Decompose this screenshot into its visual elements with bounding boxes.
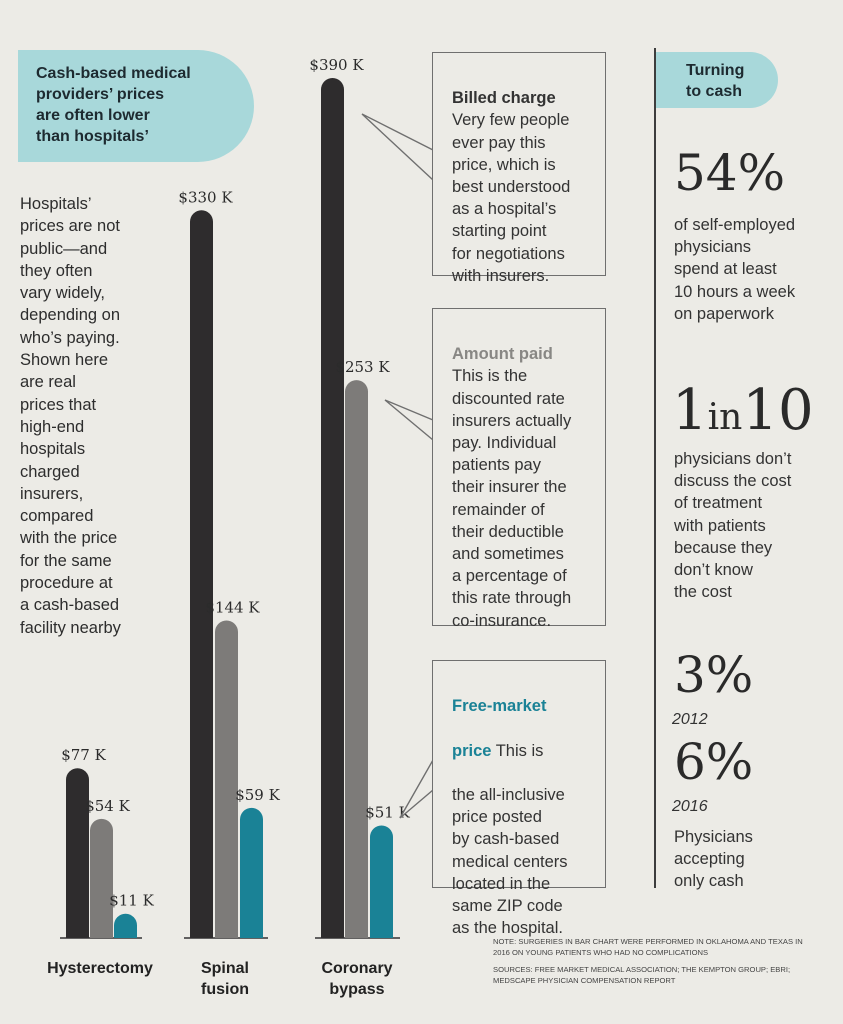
pointer-billed <box>361 113 434 181</box>
bar-amount-paid-2 <box>345 380 368 938</box>
stat-1-in-10-c: 10 <box>742 378 814 443</box>
bar-billed-charge-0 <box>66 768 89 938</box>
footnote-sources: Sources: Free Market Medical Association… <box>493 965 791 985</box>
value-label-0-2: $390 K <box>309 56 364 74</box>
value-label-2-2: $51 K <box>365 804 410 822</box>
callout-billed-head: Billed charge <box>452 89 556 108</box>
value-label-1-0: $54 K <box>85 797 130 815</box>
stat-1-in-10-a: 1 <box>672 378 708 443</box>
value-label-0-0: $77 K <box>61 746 106 764</box>
value-label-0-1: $330 K <box>178 188 233 206</box>
intro-text: Hospitals’ prices are not public—and the… <box>20 195 121 637</box>
bar-billed-charge-2 <box>321 78 344 938</box>
bar-free-market-price-0 <box>114 913 137 938</box>
callout-free-market-price: Free-market price This is the all-inclus… <box>432 660 606 937</box>
chart-title: Cash-based medical providers’ prices are… <box>18 50 254 162</box>
stat-1-in-10-text: physicians don’t discuss the cost of tre… <box>674 450 792 602</box>
category-label-hysterectomy: Hysterectomy <box>47 960 153 977</box>
stat-1-in-10-b: in <box>707 397 743 438</box>
callout-billed-body: Very few people ever pay this price, whi… <box>452 111 571 285</box>
bar-amount-paid-0 <box>90 818 113 938</box>
value-label-1-2: $253 K <box>335 358 390 376</box>
stat-54-text: of self-employed physicians spend at lea… <box>674 216 796 323</box>
stat-3-percent: 3% <box>674 646 754 704</box>
callout-billed-charge: Billed charge Very few people ever pay t… <box>432 52 606 285</box>
bar-billed-charge-1 <box>190 210 213 938</box>
bar-free-market-price-1 <box>240 807 263 938</box>
category-label-spinal-fusion: Spinal fusion <box>200 960 249 998</box>
stat-54-percent: 54% <box>674 144 786 202</box>
stat-cash-text: Physicians accepting only cash <box>674 828 753 891</box>
stat-1-in-10: 1in10 <box>672 378 814 443</box>
value-label-2-1: $59 K <box>235 786 280 804</box>
bar-free-market-price-2 <box>370 825 393 938</box>
sidebar-divider <box>654 48 656 888</box>
pointer-paid <box>384 399 434 441</box>
bar-amount-paid-1 <box>215 620 238 938</box>
category-label-coronary-bypass: Coronary bypass <box>321 960 393 998</box>
footnote: Note: Surgeries in bar chart were perfor… <box>493 936 813 986</box>
footnote-note: Note: Surgeries in bar chart were perfor… <box>493 937 803 957</box>
stat-6-percent: 6% <box>674 733 754 791</box>
callout-free-head-1: Free-market <box>452 697 547 716</box>
value-label-1-1: $144 K <box>205 598 260 616</box>
pointer-free <box>399 759 434 819</box>
year-2016: 2016 <box>672 798 708 815</box>
callout-paid-head: Amount paid <box>452 345 553 364</box>
sidebar-title: Turning to cash <box>656 52 778 108</box>
callout-free-head-2: price <box>452 741 492 760</box>
callout-free-body: the all-inclusive price posted by cash-b… <box>452 786 568 938</box>
callout-free-body-start: This is <box>491 741 544 760</box>
callout-amount-paid: Amount paid This is the discounted rate … <box>432 308 606 630</box>
year-2012: 2012 <box>672 711 708 728</box>
value-label-2-0: $11 K <box>109 892 154 910</box>
callout-paid-body: This is the discounted rate insurers act… <box>452 367 572 630</box>
